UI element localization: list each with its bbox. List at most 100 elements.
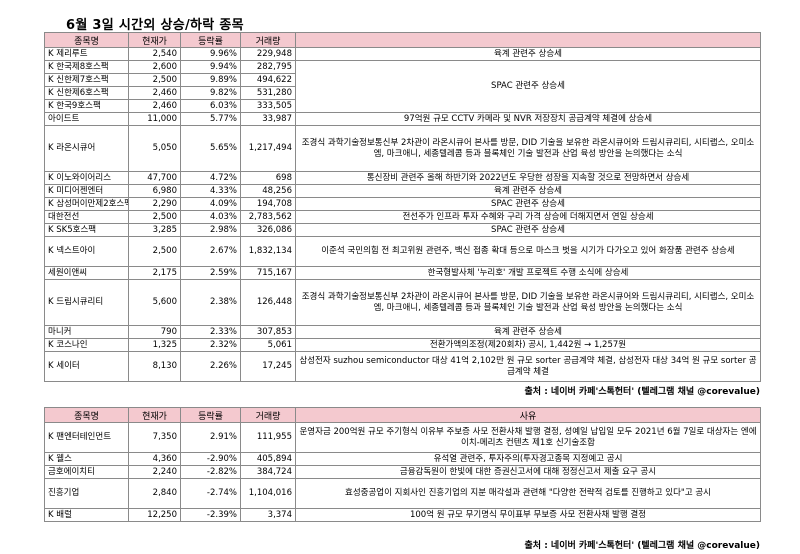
header-rate: 등락률	[180, 407, 241, 423]
stock-rate: -2.74%	[180, 478, 241, 509]
header-price: 현재가	[128, 32, 181, 48]
stock-name: K 신한제6호스팩	[44, 86, 129, 100]
losers-table: 종목명 현재가 등락률 거래량 사유 K 팬엔터테인먼트 7,350 2.91%…	[44, 407, 761, 522]
header-reason: 사유	[295, 407, 761, 423]
stock-rate: 2.98%	[180, 223, 241, 237]
stock-price: 2,460	[128, 86, 181, 100]
stock-reason: 육계 관련주 상승세	[295, 184, 761, 198]
table-row: K 제리루트 2,540 9.96% 229,948 육계 관련주 상승세	[44, 47, 761, 61]
table-row: K 넥스트아이 2,500 2.67% 1,832,134 이준석 국민의힘 전…	[44, 236, 761, 267]
stock-reason: 조경식 과학기술정보통신부 2차관이 라온시큐어 본사를 방문, DID 기술을…	[295, 125, 761, 172]
stock-volume: 3,374	[240, 508, 296, 522]
stock-price: 2,500	[128, 73, 181, 87]
stock-rate: 5.77%	[180, 112, 241, 126]
table-row: K 한국9호스팩 2,460 6.03% 333,505	[44, 99, 761, 113]
header-name: 종목명	[44, 32, 129, 48]
stock-rate: 2.67%	[180, 236, 241, 267]
stock-reason: 육계 관련주 상승세	[295, 325, 761, 339]
stock-price: 2,240	[128, 465, 181, 479]
stock-price: 2,500	[128, 236, 181, 267]
table-row: K 삼성머이만제2호스팩 2,290 4.09% 194,708 SPAC 관련…	[44, 197, 761, 211]
table-row: 아이드트 11,000 5.77% 33,987 97억원 규모 CCTV 카메…	[44, 112, 761, 126]
header-rate: 등락률	[180, 32, 241, 48]
table-row: 대한전선 2,500 4.03% 2,783,562 전선주가 인프라 투자 수…	[44, 210, 761, 224]
stock-volume: 333,505	[240, 99, 296, 113]
stock-name: 세원이앤씨	[44, 266, 129, 280]
stock-name: K 드림시큐리티	[44, 279, 129, 326]
stock-volume: 17,245	[240, 351, 296, 382]
stock-volume: 384,724	[240, 465, 296, 479]
stock-name: K 삼성머이만제2호스팩	[44, 197, 129, 211]
gainers-header-row: 종목명 현재가 등락률 거래량	[44, 32, 761, 48]
stock-reason: 육계 관련주 상승세	[295, 47, 761, 61]
table-row: K 드림시큐리티 5,600 2.38% 126,448 조경식 과학기술정보통…	[44, 279, 761, 326]
stock-rate: 2.32%	[180, 338, 241, 352]
stock-rate: 9.89%	[180, 73, 241, 87]
source-note-2: 출처 : 네이버 카페'스톡헌터' (텔레그램 채널 @corevalue)	[524, 541, 761, 551]
stock-reason: 효성중공업이 지회사인 진흥기업의 지분 매각설과 관련해 "다양한 전략적 검…	[295, 478, 761, 509]
table-row: K 한국제8호스팩 2,600 9.94% 282,795 SPAC 관련주 상…	[44, 60, 761, 113]
stock-reason: SPAC 관련주 상승세	[295, 60, 761, 113]
stock-price: 7,350	[128, 422, 181, 453]
stock-name: K 신한제7호스팩	[44, 73, 129, 87]
stock-reason: 100억 원 규모 무기명식 무이표부 무보증 사모 전환사채 발행 결정	[295, 508, 761, 522]
table-row: K 세이터 8,130 2.26% 17,245 삼성전자 suzhou sem…	[44, 351, 761, 382]
stock-price: 5,050	[128, 125, 181, 172]
stock-name: K 세이터	[44, 351, 129, 382]
stock-volume: 126,448	[240, 279, 296, 326]
stock-reason: 통신장비 관련주 올해 하반기와 2022년도 우당한 성장을 지속할 것으로 …	[295, 171, 761, 185]
header-name: 종목명	[44, 407, 129, 423]
stock-rate: 2.38%	[180, 279, 241, 326]
stock-name: K 넥스트아이	[44, 236, 129, 267]
stock-price: 5,600	[128, 279, 181, 326]
stock-name: K 미디어젠엔터	[44, 184, 129, 198]
stock-rate: -2.90%	[180, 452, 241, 466]
stock-rate: 2.33%	[180, 325, 241, 339]
stock-name: 진흥기업	[44, 478, 129, 509]
stock-name: K 이노와이어리스	[44, 171, 129, 185]
table-row: 마니커 790 2.33% 307,853 육계 관련주 상승세	[44, 325, 761, 339]
stock-price: 790	[128, 325, 181, 339]
stock-rate: 9.94%	[180, 60, 241, 74]
stock-volume: 698	[240, 171, 296, 185]
stock-name: K 한국9호스팩	[44, 99, 129, 113]
stock-volume: 5,061	[240, 338, 296, 352]
stock-volume: 2,783,562	[240, 210, 296, 224]
stock-price: 2,600	[128, 60, 181, 74]
page-title: 6월 3일 시간외 상승/하락 종목	[66, 18, 244, 33]
table-row: K 팬엔터테인먼트 7,350 2.91% 111,955 운영자금 200억원…	[44, 422, 761, 453]
stock-volume: 282,795	[240, 60, 296, 74]
stock-volume: 326,086	[240, 223, 296, 237]
stock-rate: 2.59%	[180, 266, 241, 280]
table-row: K 라온시큐어 5,050 5.65% 1,217,494 조경식 과학기술정보…	[44, 125, 761, 172]
stock-volume: 111,955	[240, 422, 296, 453]
stock-name: K 웰스	[44, 452, 129, 466]
stock-rate: 2.91%	[180, 422, 241, 453]
stock-volume: 194,708	[240, 197, 296, 211]
header-volume: 거래량	[240, 32, 296, 48]
stock-price: 8,130	[128, 351, 181, 382]
stock-volume: 405,894	[240, 452, 296, 466]
stock-volume: 48,256	[240, 184, 296, 198]
stock-rate: 2.26%	[180, 351, 241, 382]
header-price: 현재가	[128, 407, 181, 423]
stock-price: 4,360	[128, 452, 181, 466]
table-row: K 배럴 12,250 -2.39% 3,374 100억 원 규모 무기명식 …	[44, 508, 761, 522]
stock-name: K 한국제8호스팩	[44, 60, 129, 74]
stock-price: 6,980	[128, 184, 181, 198]
table-row: 금호에이치티 2,240 -2.82% 384,724 금융감독원이 한빛에 대…	[44, 465, 761, 479]
gainers-table: 종목명 현재가 등락률 거래량 K 제리루트 2,540 9.96% 229,9…	[44, 32, 761, 382]
header-reason	[295, 32, 761, 48]
stock-name: 마니커	[44, 325, 129, 339]
stock-reason: 한국형발사체 '누리호' 개발 프로젝트 수행 소식에 상승세	[295, 266, 761, 280]
stock-rate: 4.09%	[180, 197, 241, 211]
stock-reason: 전선주가 인프라 투자 수혜와 구리 가격 상승에 더해지면서 연일 상승세	[295, 210, 761, 224]
stock-reason: 조경식 과학기술정보통신부 2차관이 라온시큐어 본사를 방문, DID 기술을…	[295, 279, 761, 326]
stock-reason: SPAC 관련주 상승세	[295, 223, 761, 237]
stock-rate: 6.03%	[180, 99, 241, 113]
table-row: 진흥기업 2,840 -2.74% 1,104,016 효성중공업이 지회사인 …	[44, 478, 761, 509]
stock-volume: 1,832,134	[240, 236, 296, 267]
stock-reason: 97억원 규모 CCTV 카메라 및 NVR 저장장치 공급계약 체결에 상승세	[295, 112, 761, 126]
source-note: 출처 : 네이버 카페'스톡헌터' (텔레그램 채널 @corevalue)	[524, 387, 761, 397]
stock-name: 대한전선	[44, 210, 129, 224]
